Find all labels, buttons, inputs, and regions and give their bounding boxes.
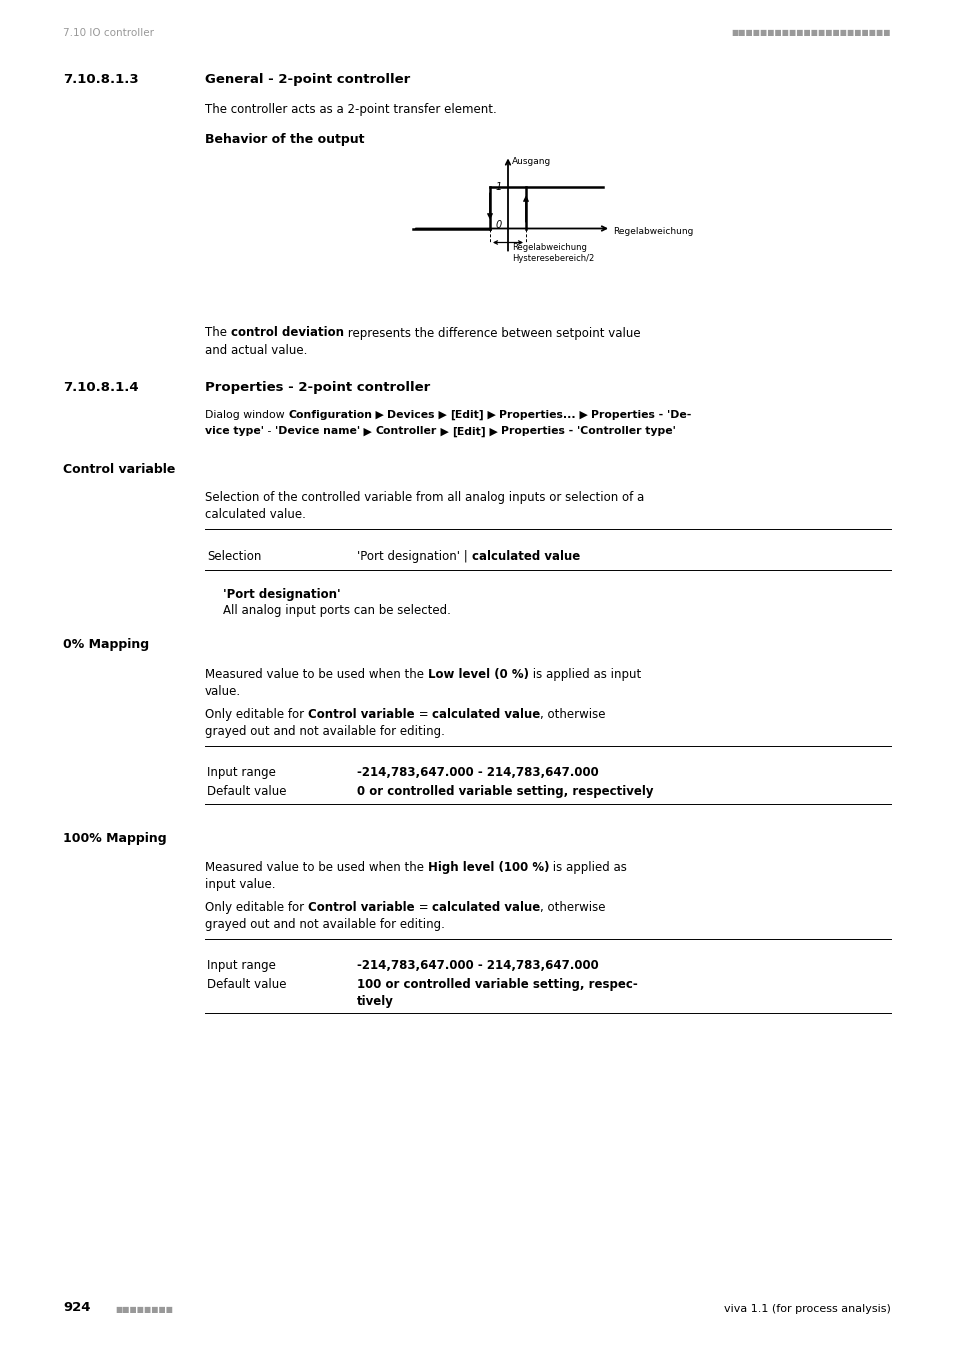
- Text: 0: 0: [496, 220, 501, 230]
- Text: viva 1.1 (for process analysis): viva 1.1 (for process analysis): [723, 1304, 890, 1314]
- Text: The controller acts as a 2-point transfer element.: The controller acts as a 2-point transfe…: [205, 103, 497, 116]
- Text: =: =: [414, 902, 432, 914]
- Text: Control variable: Control variable: [63, 463, 175, 477]
- Text: ▶: ▶: [436, 427, 452, 436]
- Text: Devices: Devices: [387, 409, 435, 420]
- Text: calculated value: calculated value: [432, 902, 539, 914]
- Text: The: The: [205, 327, 231, 339]
- Text: grayed out and not available for editing.: grayed out and not available for editing…: [205, 918, 444, 932]
- Text: |: |: [459, 549, 471, 563]
- Text: Configuration: Configuration: [288, 409, 372, 420]
- Text: vice type': vice type': [205, 427, 264, 436]
- Text: Dialog window: Dialog window: [205, 409, 288, 420]
- Text: 7.10.8.1.3: 7.10.8.1.3: [63, 73, 138, 86]
- Text: input value.: input value.: [205, 878, 275, 891]
- Text: and actual value.: and actual value.: [205, 344, 307, 356]
- Text: 924: 924: [63, 1301, 91, 1314]
- Text: is applied as input: is applied as input: [528, 668, 640, 680]
- Text: , otherwise: , otherwise: [539, 902, 605, 914]
- Text: ▶: ▶: [483, 409, 498, 420]
- Text: [Edit]: [Edit]: [450, 409, 483, 420]
- Text: 100% Mapping: 100% Mapping: [63, 832, 167, 845]
- Text: ▶: ▶: [359, 427, 375, 436]
- Text: 7.10 IO controller: 7.10 IO controller: [63, 28, 153, 38]
- Text: -214,783,647.000 - 214,783,647.000: -214,783,647.000 - 214,783,647.000: [356, 958, 598, 972]
- Text: Default value: Default value: [207, 979, 286, 991]
- Text: ■■■■■■■■■■■■■■■■■■■■■■: ■■■■■■■■■■■■■■■■■■■■■■: [731, 28, 890, 36]
- Text: Input range: Input range: [207, 765, 275, 779]
- Text: =: =: [414, 709, 432, 721]
- Text: Regelabweichung: Regelabweichung: [512, 243, 586, 252]
- Text: ▶: ▶: [435, 409, 450, 420]
- Text: -: -: [264, 427, 274, 436]
- Text: grayed out and not available for editing.: grayed out and not available for editing…: [205, 725, 444, 738]
- Text: Properties - 2-point controller: Properties - 2-point controller: [205, 381, 430, 394]
- Text: control deviation: control deviation: [231, 327, 343, 339]
- Text: calculated value: calculated value: [432, 709, 539, 721]
- Text: Selection: Selection: [207, 549, 261, 563]
- Text: Only editable for: Only editable for: [205, 902, 308, 914]
- Text: Properties - 'Controller type': Properties - 'Controller type': [500, 427, 675, 436]
- Text: Control variable: Control variable: [308, 709, 414, 721]
- Text: Input range: Input range: [207, 958, 275, 972]
- Text: 'Port designation': 'Port designation': [223, 587, 340, 601]
- Text: -214,783,647.000 - 214,783,647.000: -214,783,647.000 - 214,783,647.000: [356, 765, 598, 779]
- Text: General - 2-point controller: General - 2-point controller: [205, 73, 410, 86]
- Text: All analog input ports can be selected.: All analog input ports can be selected.: [223, 605, 451, 617]
- Text: [Edit]: [Edit]: [452, 427, 485, 436]
- Text: ■■■■■■■■: ■■■■■■■■: [115, 1305, 172, 1314]
- Text: High level (100 %): High level (100 %): [427, 861, 549, 873]
- Text: Only editable for: Only editable for: [205, 709, 308, 721]
- Text: Default value: Default value: [207, 784, 286, 798]
- Text: is applied as: is applied as: [549, 861, 626, 873]
- Text: Low level (0 %): Low level (0 %): [427, 668, 528, 680]
- Text: Measured value to be used when the: Measured value to be used when the: [205, 861, 427, 873]
- Text: Regelabweichung: Regelabweichung: [613, 227, 693, 235]
- Text: Properties - 'De-: Properties - 'De-: [591, 409, 691, 420]
- Text: 1: 1: [496, 181, 501, 192]
- Text: Measured value to be used when the: Measured value to be used when the: [205, 668, 427, 680]
- Text: Properties...: Properties...: [498, 409, 576, 420]
- Text: Hysteresebereich/2: Hysteresebereich/2: [512, 254, 594, 263]
- Text: 0% Mapping: 0% Mapping: [63, 639, 149, 652]
- Text: calculated value: calculated value: [471, 549, 579, 563]
- Text: Behavior of the output: Behavior of the output: [205, 134, 364, 147]
- Text: 0 or controlled variable setting, respectively: 0 or controlled variable setting, respec…: [356, 784, 653, 798]
- Text: 'Port designation': 'Port designation': [356, 549, 459, 563]
- Text: , otherwise: , otherwise: [539, 709, 605, 721]
- Text: ▶: ▶: [372, 409, 387, 420]
- Text: Selection of the controlled variable from all analog inputs or selection of a: Selection of the controlled variable fro…: [205, 491, 643, 504]
- Text: Control variable: Control variable: [308, 902, 414, 914]
- Text: ▶: ▶: [485, 427, 500, 436]
- Text: 7.10.8.1.4: 7.10.8.1.4: [63, 381, 138, 394]
- Text: Controller: Controller: [375, 427, 436, 436]
- Text: tively: tively: [356, 995, 394, 1008]
- Text: ▶: ▶: [576, 409, 591, 420]
- Text: value.: value.: [205, 684, 241, 698]
- Text: represents the difference between setpoint value: represents the difference between setpoi…: [343, 327, 639, 339]
- Text: 100 or controlled variable setting, respec-: 100 or controlled variable setting, resp…: [356, 979, 638, 991]
- Text: calculated value.: calculated value.: [205, 508, 306, 521]
- Text: 'Device name': 'Device name': [274, 427, 359, 436]
- Text: Ausgang: Ausgang: [512, 158, 551, 166]
